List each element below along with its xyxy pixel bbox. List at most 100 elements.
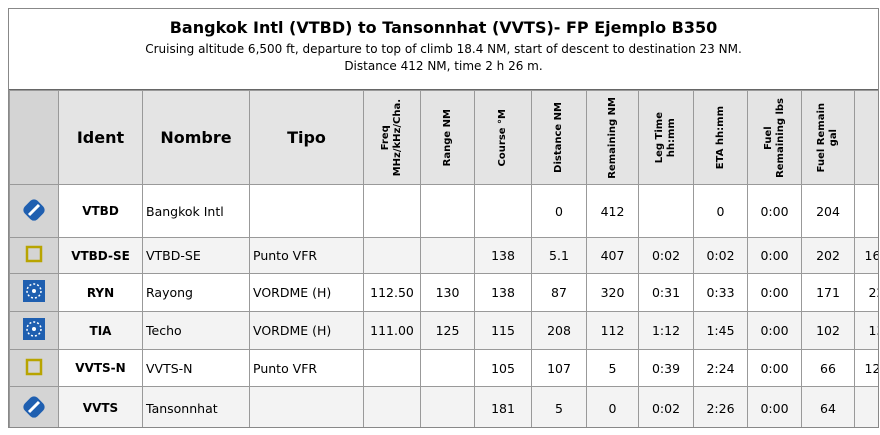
table-row: VTBD-SE VTBD-SE Punto VFR 138 5.1 407 0:02 0:02… bbox=[9, 237, 878, 274]
table-cell: 0:39 bbox=[638, 349, 694, 387]
table-cell: Tansonnhat bbox=[142, 386, 250, 427]
table-cell: 5.1 bbox=[531, 237, 587, 274]
column-header-text: Remaining NM bbox=[606, 96, 618, 179]
table-cell: 202 bbox=[801, 237, 855, 274]
column-header: Wind °M/kts bbox=[854, 90, 878, 185]
header: Bangkok Intl (VTBD) to Tansonnhat (VVTS)… bbox=[9, 9, 878, 90]
column-header-text: Distance NM bbox=[553, 102, 564, 173]
table-cell: 0:00 bbox=[747, 311, 802, 350]
table-cell: 131 / 6 bbox=[854, 311, 878, 350]
table-cell: 412 bbox=[586, 184, 639, 238]
column-header-text: Freq MHz/kHz/Cha. bbox=[380, 98, 403, 177]
table-cell bbox=[363, 386, 421, 427]
table-cell: 0:00 bbox=[747, 349, 802, 387]
column-header: Course °M bbox=[474, 90, 532, 185]
table-cell: 5 bbox=[531, 386, 587, 427]
table-cell: 0:33 bbox=[693, 273, 748, 312]
table-row: RYN Rayong VORDME (H) 112.50 130 138 87 320 0:31… bbox=[9, 273, 878, 312]
table-cell: 138 bbox=[474, 237, 532, 274]
column-header: ETA hh:mm bbox=[693, 90, 748, 185]
table-cell: VTBD-SE bbox=[142, 237, 250, 274]
table-cell: 0:02 bbox=[638, 237, 694, 274]
column-header: Distance NM bbox=[531, 90, 587, 185]
table-cell: 111.00 bbox=[363, 311, 421, 350]
table-cell: VORDME (H) bbox=[249, 273, 364, 312]
table-row: VVTS Tansonnhat 181 5 0 0:02 2:26 0:00 64 bbox=[9, 386, 878, 427]
table-cell bbox=[249, 184, 364, 238]
table-cell: VTBD-SE bbox=[58, 237, 143, 274]
icon bbox=[25, 358, 43, 375]
column-header: Remaining NM bbox=[586, 90, 639, 185]
table-cell: 125 bbox=[420, 311, 475, 350]
table-cell: Bangkok Intl bbox=[142, 184, 250, 238]
table-cell bbox=[363, 349, 421, 387]
table-row: TIA Techo VORDME (H) 111.00 125 115 208 112 1:12… bbox=[9, 311, 878, 350]
table-cell bbox=[420, 184, 475, 238]
table-cell bbox=[249, 386, 364, 427]
table-cell: VTBD bbox=[58, 184, 143, 238]
table-cell bbox=[474, 184, 532, 238]
table-cell: Punto VFR bbox=[249, 237, 364, 274]
table-cell: 221 / 4 bbox=[854, 273, 878, 312]
waypoint-icon bbox=[9, 311, 59, 350]
table-cell: 0:00 bbox=[747, 237, 802, 274]
column-header-text: Course °M bbox=[497, 108, 508, 167]
icon bbox=[23, 198, 45, 221]
subtitle: Distance 412 NM, time 2 h 26 m. bbox=[344, 59, 543, 73]
column-header-text: Leg Time hh:mm bbox=[654, 111, 677, 164]
table-cell: 5 bbox=[586, 349, 639, 387]
table-cell: Techo bbox=[142, 311, 250, 350]
table-row: VTBD Bangkok Intl 0 412 0 0:00 204 bbox=[9, 184, 878, 238]
table-cell: 0:02 bbox=[693, 237, 748, 274]
column-header: Range NM bbox=[420, 90, 475, 185]
table-cell bbox=[420, 237, 475, 274]
icon bbox=[23, 280, 45, 302]
table-cell: 181 bbox=[474, 386, 532, 427]
column-header: Fuel Remaining lbs bbox=[747, 90, 802, 185]
table-cell: 138 bbox=[474, 273, 532, 312]
table-cell: 204 bbox=[801, 184, 855, 238]
table-cell: TIA bbox=[58, 311, 143, 350]
table-cell: Punto VFR bbox=[249, 349, 364, 387]
table-cell bbox=[638, 184, 694, 238]
waypoint-icon bbox=[9, 273, 59, 312]
table-cell: 124 / 14 bbox=[854, 349, 878, 387]
icon-header bbox=[9, 90, 59, 185]
table-cell bbox=[420, 349, 475, 387]
waypoint-icon bbox=[9, 237, 59, 274]
table-cell: 0:00 bbox=[747, 184, 802, 238]
table-cell: 2:26 bbox=[693, 386, 748, 427]
table-cell: 0 bbox=[693, 184, 748, 238]
table-cell: Rayong bbox=[142, 273, 250, 312]
table-cell: 208 bbox=[531, 311, 587, 350]
waypoint-icon bbox=[9, 184, 59, 238]
column-header: Tipo bbox=[249, 90, 364, 185]
table-cell: 0 bbox=[531, 184, 587, 238]
table-cell: 66 bbox=[801, 349, 855, 387]
table-cell bbox=[363, 184, 421, 238]
table-cell: 1:45 bbox=[693, 311, 748, 350]
icon bbox=[23, 318, 45, 340]
table-cell: 168 / 20 bbox=[854, 237, 878, 274]
table-cell: 171 bbox=[801, 273, 855, 312]
waypoint-icon bbox=[9, 349, 59, 387]
table-cell: 112.50 bbox=[363, 273, 421, 312]
table-cell: 2:24 bbox=[693, 349, 748, 387]
table-cell: 0:00 bbox=[747, 386, 802, 427]
table-cell: 87 bbox=[531, 273, 587, 312]
table-cell: 115 bbox=[474, 311, 532, 350]
table-cell: 0 bbox=[586, 386, 639, 427]
column-header-text: Range NM bbox=[441, 108, 453, 167]
waypoint-icon bbox=[9, 386, 59, 427]
table-cell: 107 bbox=[531, 349, 587, 387]
table-cell: 112 bbox=[586, 311, 639, 350]
table-cell bbox=[420, 386, 475, 427]
table-cell: 130 bbox=[420, 273, 475, 312]
table-cell: VVTS bbox=[58, 386, 143, 427]
table-cell: 0:31 bbox=[638, 273, 694, 312]
column-header-text: Fuel Remaining lbs bbox=[762, 97, 786, 178]
table-cell: 1:12 bbox=[638, 311, 694, 350]
table-cell bbox=[854, 184, 878, 238]
table-cell: 320 bbox=[586, 273, 639, 312]
table-cell bbox=[854, 386, 878, 427]
